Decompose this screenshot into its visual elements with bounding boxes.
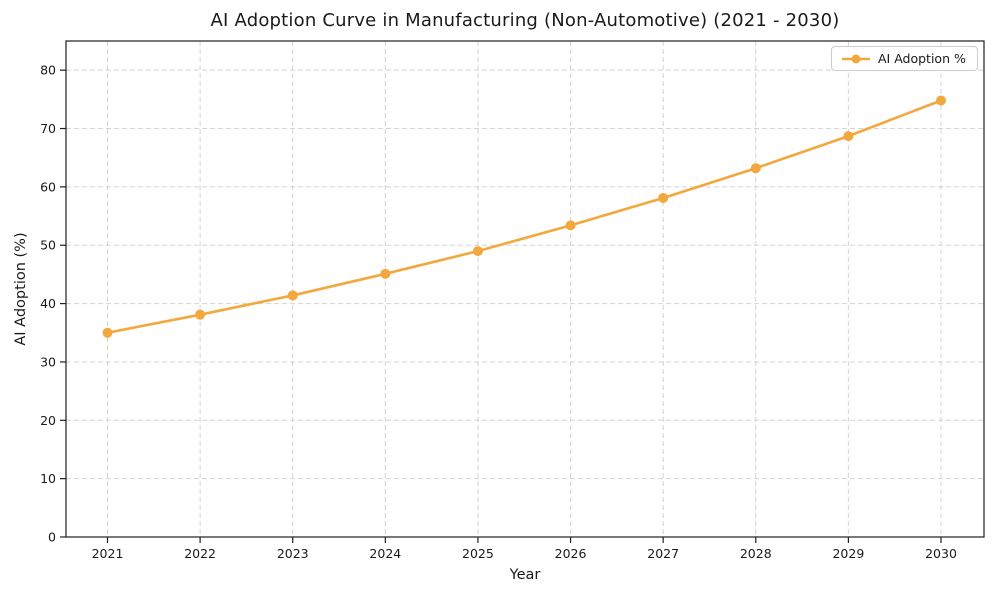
data-point <box>287 290 298 301</box>
series-line <box>106 99 943 335</box>
grid <box>66 41 984 538</box>
data-point <box>658 192 669 203</box>
legend: AI Adoption % <box>831 46 978 71</box>
x-tick-labels: 2021 2022 2023 2024 2025 2026 2027 2028 2029 2030 <box>92 546 957 561</box>
chart-title: AI Adoption Curve in Manufacturing (Non-… <box>210 10 840 31</box>
data-point <box>750 163 761 174</box>
x-tick-label: 2025 <box>462 546 494 561</box>
y-tick-label: 0 <box>48 530 56 545</box>
axis-ticks <box>60 69 942 543</box>
y-tick-label: 10 <box>40 471 56 486</box>
legend-label: AI Adoption % <box>878 51 966 66</box>
x-tick-label: 2029 <box>832 546 864 561</box>
data-point <box>195 309 206 320</box>
y-tick-label: 30 <box>40 354 56 369</box>
x-tick-label: 2030 <box>925 546 957 561</box>
x-tick-label: 2026 <box>555 546 587 561</box>
x-tick-label: 2021 <box>92 546 124 561</box>
y-tick-label: 50 <box>40 238 56 253</box>
y-tick-label: 70 <box>40 121 56 136</box>
x-tick-label: 2024 <box>369 546 401 561</box>
plot-border <box>65 40 985 538</box>
x-axis-label: Year <box>509 567 541 583</box>
y-tick-label: 20 <box>40 413 56 428</box>
y-tick-label: 60 <box>40 179 56 194</box>
x-tick-label: 2023 <box>277 546 309 561</box>
data-point <box>472 246 483 257</box>
y-tick-label: 40 <box>40 296 56 311</box>
y-tick-labels: 0 10 20 30 40 50 60 70 80 <box>40 63 56 545</box>
legend-marker-icon <box>842 54 870 63</box>
data-series <box>102 95 946 338</box>
x-tick-label: 2028 <box>740 546 772 561</box>
x-tick-label: 2022 <box>184 546 216 561</box>
data-point <box>380 268 391 279</box>
y-axis-label: AI Adoption (%) <box>13 232 29 346</box>
data-point <box>936 95 946 106</box>
y-tick-label: 80 <box>40 63 56 78</box>
x-tick-label: 2027 <box>647 546 679 561</box>
data-point <box>843 131 854 142</box>
data-point <box>565 220 576 231</box>
data-point <box>102 327 113 338</box>
